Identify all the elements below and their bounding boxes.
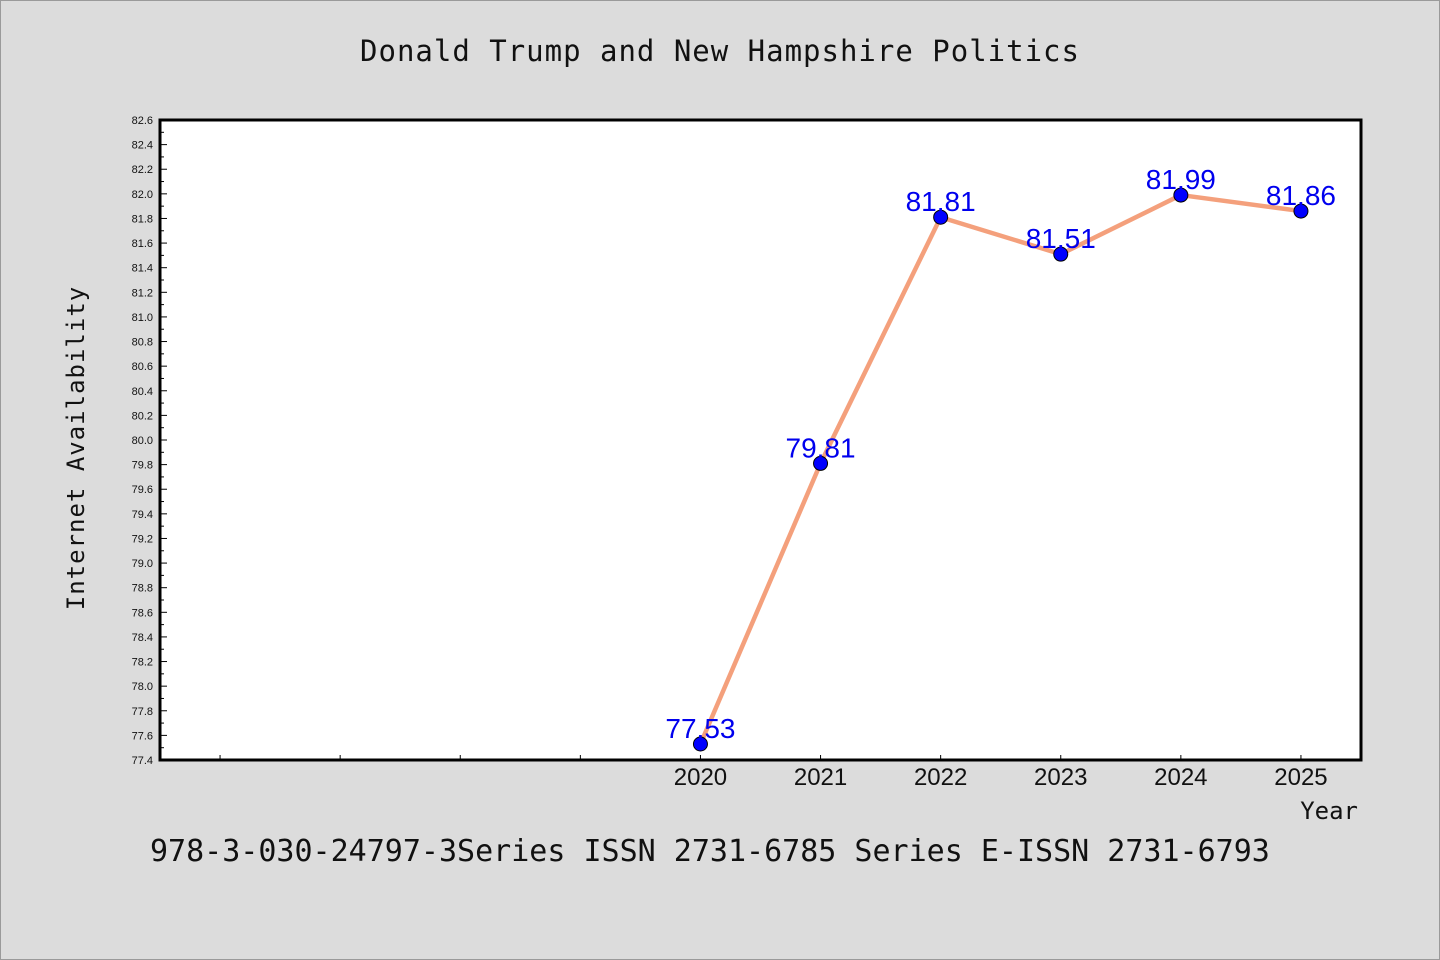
x-tick-label: 2024 bbox=[1154, 764, 1207, 791]
x-tick-label: 2020 bbox=[674, 764, 727, 791]
y-tick-label: 78.8 bbox=[132, 583, 153, 595]
data-point bbox=[813, 455, 829, 471]
data-point bbox=[933, 209, 949, 225]
data-point bbox=[1053, 246, 1069, 262]
data-label: 77.53 bbox=[665, 713, 735, 744]
y-tick-label: 82.4 bbox=[132, 140, 153, 152]
y-tick-label: 78.4 bbox=[132, 632, 153, 644]
y-tick-label: 81.6 bbox=[132, 238, 153, 250]
y-tick-label: 81.0 bbox=[132, 312, 153, 324]
y-tick-label: 81.2 bbox=[132, 287, 153, 299]
plot-area bbox=[160, 120, 1361, 760]
y-tick-label: 78.2 bbox=[132, 657, 153, 669]
data-point bbox=[1293, 203, 1309, 219]
x-tick-label: 2021 bbox=[794, 764, 847, 791]
x-tick-label: 2022 bbox=[914, 764, 967, 791]
y-tick-label: 82.0 bbox=[132, 189, 153, 201]
y-tick-label: 80.4 bbox=[132, 386, 153, 398]
data-label: 81.81 bbox=[906, 186, 976, 217]
data-label: 79.81 bbox=[786, 432, 856, 463]
chart-title: Donald Trump and New Hampshire Politics bbox=[360, 34, 1080, 68]
x-tick-label: 2023 bbox=[1034, 764, 1087, 791]
x-tick-label: 2025 bbox=[1274, 764, 1327, 791]
y-tick-label: 80.6 bbox=[132, 361, 153, 373]
y-tick-label: 77.4 bbox=[132, 755, 153, 767]
data-label: 81.99 bbox=[1146, 164, 1216, 195]
y-tick-label: 79.8 bbox=[132, 460, 153, 472]
y-tick-label: 80.2 bbox=[132, 410, 153, 422]
y-tick-label: 80.0 bbox=[132, 435, 153, 447]
plot-border bbox=[158, 118, 1363, 762]
y-tick-label: 78.6 bbox=[132, 607, 153, 619]
y-tick-label: 81.4 bbox=[132, 263, 153, 275]
y-tick-label: 82.2 bbox=[132, 164, 153, 176]
y-tick-label: 82.6 bbox=[132, 115, 153, 127]
data-label: 81.86 bbox=[1266, 180, 1336, 211]
y-tick-label: 79.4 bbox=[132, 509, 153, 521]
series-line bbox=[698, 192, 1302, 745]
data-label: 81.51 bbox=[1026, 223, 1096, 254]
y-tick-label: 79.6 bbox=[132, 484, 153, 496]
x-axis-label: Year bbox=[1300, 797, 1358, 825]
y-tick-label: 80.8 bbox=[132, 337, 153, 349]
y-tick-label: 81.8 bbox=[132, 213, 153, 225]
data-point bbox=[692, 736, 708, 752]
y-tick-label: 77.8 bbox=[132, 706, 153, 718]
data-point bbox=[1173, 187, 1189, 203]
y-tick-label: 79.2 bbox=[132, 533, 153, 545]
y-tick-label: 77.6 bbox=[132, 730, 153, 742]
y-tick-label: 78.0 bbox=[132, 681, 153, 693]
isbn-footer: 978-3-030-24797-3Series ISSN 2731-6785 S… bbox=[150, 834, 1270, 869]
y-tick-label: 79.0 bbox=[132, 558, 153, 570]
